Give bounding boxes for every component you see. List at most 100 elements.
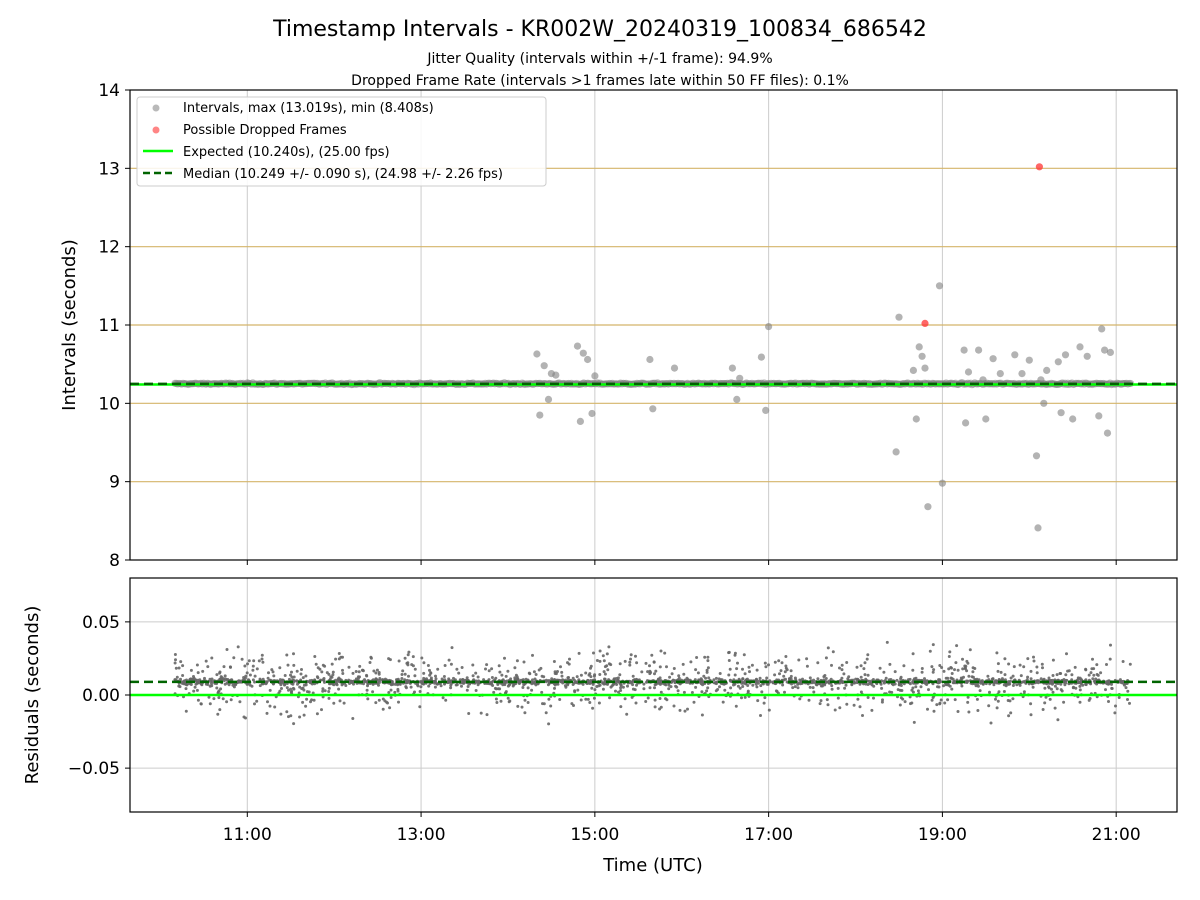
residual-point [577, 651, 581, 655]
residual-point [742, 653, 746, 657]
residual-point [1059, 682, 1063, 686]
residual-point [615, 683, 619, 686]
residual-point [458, 678, 462, 682]
residual-point [939, 680, 943, 684]
residual-point [388, 706, 392, 710]
residual-point [1035, 671, 1039, 675]
residual-point [308, 681, 312, 684]
intervals-panel: 8 9 10 11 12 13 14 Intervals (seconds) Interva… [59, 81, 1178, 571]
residual-point [174, 658, 177, 662]
residual-point [461, 678, 465, 681]
residual-point [618, 662, 622, 666]
residual-point [490, 676, 494, 679]
residual-point [365, 673, 368, 677]
residual-point [212, 697, 216, 701]
residual-point [576, 688, 580, 692]
interval-point [584, 355, 592, 364]
residual-point [267, 671, 270, 675]
residual-point [754, 680, 758, 684]
residual-point [416, 684, 420, 688]
residual-point [696, 671, 700, 675]
interval-point [938, 479, 947, 487]
residual-point [422, 676, 426, 680]
residual-point [560, 674, 564, 678]
residual-point [833, 708, 837, 712]
residual-point [374, 678, 378, 682]
chart-subtitle-dropped: Dropped Frame Rate (intervals >1 frames … [351, 73, 849, 89]
residual-point [1105, 663, 1108, 666]
residual-point [411, 655, 415, 659]
residual-point [704, 676, 708, 680]
residual-point [721, 700, 725, 704]
residual-point [496, 683, 500, 686]
residual-point [686, 707, 689, 711]
residual-point [1025, 678, 1029, 682]
residual-point [863, 661, 867, 665]
residual-point [1091, 677, 1095, 681]
residual-point [372, 669, 376, 673]
residual-point [928, 649, 932, 653]
residual-point [589, 664, 593, 668]
residual-point [789, 669, 793, 673]
residual-point [455, 667, 459, 671]
intervals-y-tick-label: 9 [109, 473, 120, 493]
residual-point [387, 691, 391, 694]
residual-point [988, 690, 991, 694]
residual-point [173, 661, 177, 665]
residual-point [990, 677, 994, 681]
residual-point [499, 699, 503, 703]
residual-point [280, 678, 284, 682]
residual-point [830, 687, 834, 691]
residual-point [449, 686, 453, 690]
residual-point [292, 652, 295, 656]
residual-point [799, 680, 803, 684]
residual-point [712, 678, 716, 682]
interval-point [1095, 412, 1103, 420]
residual-point [1084, 668, 1088, 672]
residual-point [706, 686, 710, 690]
residual-point [192, 675, 195, 678]
residual-point [916, 689, 920, 693]
interval-point [1043, 366, 1051, 374]
chart-title: Timestamp Intervals - KR002W_20240319_10… [272, 17, 927, 42]
residual-point [321, 687, 325, 691]
residual-point [261, 660, 265, 664]
residual-point [702, 674, 706, 678]
residual-point [547, 697, 551, 701]
residual-point [1118, 678, 1122, 682]
residual-point [544, 678, 548, 682]
residual-point [866, 653, 870, 657]
residual-point [966, 695, 970, 699]
residual-point [1007, 662, 1011, 666]
residual-point [818, 702, 822, 706]
residual-point [248, 683, 252, 687]
x-tick-label: 15:00 [570, 825, 619, 845]
residual-point [292, 722, 296, 726]
residual-point [327, 690, 331, 693]
residual-point [403, 672, 407, 676]
residual-point [658, 665, 662, 669]
residual-point [955, 644, 959, 648]
intervals-y-tick-label: 13 [98, 159, 120, 179]
residual-point [1081, 683, 1085, 687]
residual-point [427, 684, 431, 688]
residual-point [989, 721, 993, 725]
residual-point [331, 670, 335, 674]
residual-point [1104, 688, 1107, 692]
residual-point [592, 696, 596, 700]
residual-point [513, 666, 517, 670]
residual-point [287, 715, 290, 719]
interval-point [1018, 370, 1026, 378]
residual-point [1029, 677, 1033, 681]
residual-point [265, 711, 269, 715]
residual-point [668, 675, 672, 679]
residual-point [993, 680, 997, 684]
residual-point [522, 683, 526, 687]
residual-point [523, 698, 527, 702]
residual-point [880, 700, 884, 704]
residual-point [700, 678, 704, 682]
residual-point [337, 687, 341, 691]
residual-point [1031, 685, 1035, 689]
residual-point [805, 664, 809, 668]
residual-point [322, 679, 326, 683]
